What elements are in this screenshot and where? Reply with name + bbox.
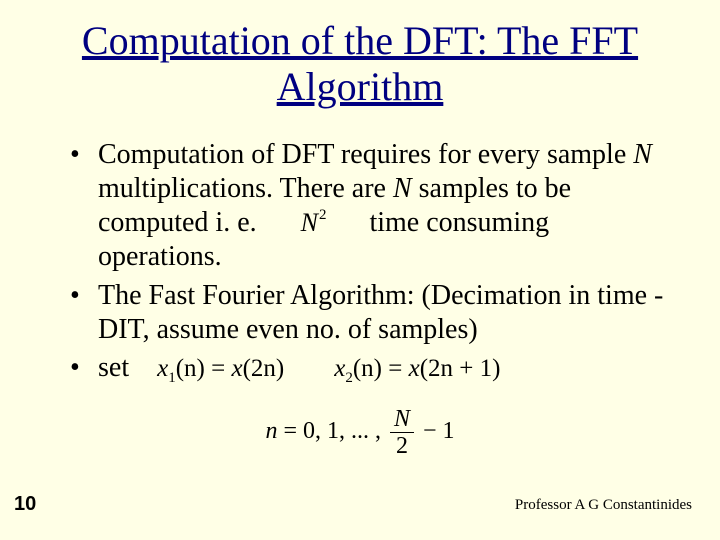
eq-x1-arg: (n) (176, 355, 205, 382)
bullet-1-var-n1: N (633, 139, 652, 170)
eq-x2-arg: (n) (353, 355, 382, 382)
eq-x2-rhs-arg: (2n + 1) (420, 355, 501, 382)
fraction-den: 2 (390, 433, 414, 458)
bullet-1-text-b: multiplications. There are (98, 173, 393, 204)
bullet-1-text-a: Computation of DFT requires for every sa… (98, 139, 633, 170)
bullet-3: set x1(n) = x(2n) x2(n) = x(2n + 1) (70, 351, 670, 387)
bullet-1: Computation of DFT requires for every sa… (70, 138, 670, 275)
fraction-num: N (390, 407, 414, 433)
n-squared-base: N (301, 208, 318, 237)
eq-sign-1: = (205, 355, 232, 382)
n-squared-exp: 2 (319, 207, 327, 223)
slide: Computation of the DFT: The FFT Algorith… (0, 0, 720, 540)
eq-x2-sub: 2 (345, 370, 353, 386)
equation-range: n = 0, 1, ... , N2 − 1 (50, 407, 670, 458)
footer-author: Professor A G Constantinides (515, 497, 692, 514)
eq-sign-2: = (382, 355, 409, 382)
eq-x1-rhs-var: x (231, 355, 242, 382)
bullet-3-label: set (98, 352, 129, 383)
eq-x1-var: x (157, 355, 168, 382)
eq-x2-var: x (334, 355, 345, 382)
equation-x1-x2: x1(n) = x(2n) x2(n) = x(2n + 1) (157, 355, 500, 382)
page-number: 10 (14, 493, 36, 516)
range-prefix: n = 0, 1, ... , (265, 418, 387, 444)
eq-x1-rhs-arg: (2n) (243, 355, 285, 382)
bullet-2-text: The Fast Fourier Algorithm: (Decimation … (98, 280, 663, 345)
bullet-1-var-n2: N (393, 173, 412, 204)
bullet-list: Computation of DFT requires for every sa… (50, 138, 670, 387)
fraction-n-over-2: N2 (390, 407, 414, 458)
n-squared: N2 (301, 206, 326, 240)
eq-x1-sub: 1 (168, 370, 176, 386)
bullet-2: The Fast Fourier Algorithm: (Decimation … (70, 279, 670, 347)
eq-x2-rhs-var: x (409, 355, 420, 382)
slide-title: Computation of the DFT: The FFT Algorith… (50, 18, 670, 110)
range-suffix: − 1 (417, 418, 455, 444)
